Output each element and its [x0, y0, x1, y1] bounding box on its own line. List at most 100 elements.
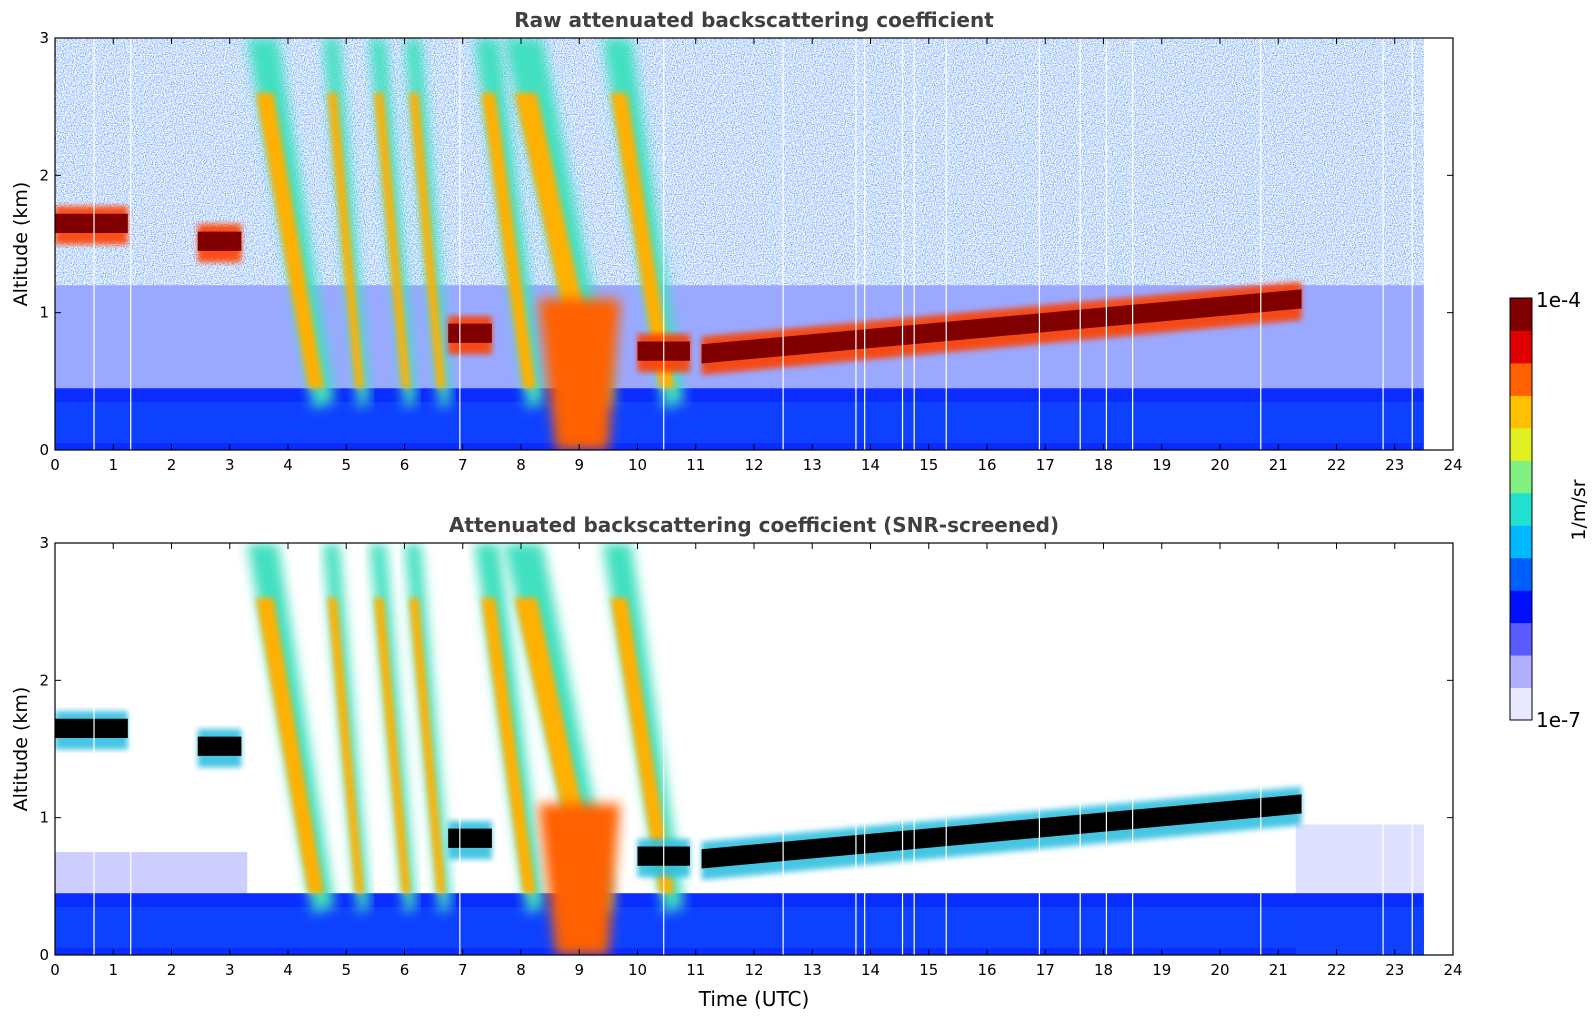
x-tick-label: 4 — [283, 456, 293, 474]
fall-streak-core — [255, 597, 325, 894]
x-tick-label: 18 — [1094, 456, 1113, 474]
x-tick-label: 15 — [919, 456, 938, 474]
x-tick-label: 22 — [1327, 456, 1346, 474]
x-tick-label: 16 — [977, 456, 996, 474]
x-tick-label: 1 — [108, 961, 118, 979]
x-tick-label: 17 — [1036, 961, 1055, 979]
boundary-layer-core — [55, 906, 1424, 949]
x-tick-label: 7 — [458, 456, 468, 474]
cloud-layer — [701, 794, 1302, 869]
colorbar-scale — [1510, 298, 1532, 721]
x-tick-label: 9 — [574, 961, 584, 979]
x-tick-label: 8 — [516, 456, 526, 474]
x-tick-label: 3 — [225, 456, 235, 474]
cloud-layer — [448, 828, 492, 848]
x-tick-label: 13 — [803, 961, 822, 979]
x-tick-label: 9 — [574, 456, 584, 474]
colorbar-min-label: 1e-7 — [1536, 708, 1581, 732]
x-tick-label: 24 — [1443, 961, 1462, 979]
colorbar-band — [1510, 298, 1532, 331]
colorbar-band — [1510, 590, 1532, 624]
x-tick-label: 2 — [167, 961, 177, 979]
y-tick-label: 2 — [39, 671, 49, 689]
x-tick-label: 16 — [977, 961, 996, 979]
x-tick-label: 19 — [1152, 961, 1171, 979]
boundary-layer-core — [55, 401, 1424, 444]
x-tick-label: 5 — [341, 456, 351, 474]
colorbar-band — [1510, 655, 1532, 689]
bottom-x-axis: 0 1 2 3 4 5 6 7 8 9 10 11 12 13 14 15 16 17 18 19 20 21 22 23 24 — [50, 543, 1463, 979]
x-tick-label: 2 — [167, 456, 177, 474]
x-tick-label: 4 — [283, 961, 293, 979]
top-chart-title: Raw attenuated backscattering coefficien… — [514, 8, 994, 32]
rain-shaft — [538, 298, 621, 450]
x-tick-label: 5 — [341, 961, 351, 979]
x-tick-label: 24 — [1443, 456, 1462, 474]
bottom-heatmap — [55, 543, 1424, 955]
bottom-panel: Attenuated backscattering coefficient (S… — [10, 513, 1463, 1011]
y-tick-label: 0 — [39, 946, 49, 964]
colorbar-frame — [1509, 297, 1533, 721]
fall-streak-core — [481, 597, 536, 894]
x-tick-label: 6 — [400, 961, 410, 979]
x-tick-label: 12 — [744, 456, 763, 474]
y-tick-label: 1 — [39, 304, 49, 322]
cloud-layer — [701, 289, 1302, 364]
top-x-axis: 0 1 2 3 4 5 6 7 8 9 10 11 12 13 14 15 16 17 18 19 20 21 22 23 24 — [50, 38, 1463, 474]
fall-streak-core — [409, 597, 446, 894]
fall-streak-core — [610, 92, 675, 389]
x-tick-label: 11 — [686, 961, 705, 979]
x-tick-label: 20 — [1210, 456, 1229, 474]
x-tick-label: 21 — [1269, 961, 1288, 979]
fall-streak-core — [374, 92, 411, 389]
colorbar-band — [1510, 460, 1532, 494]
weak-aerosol-layer — [55, 852, 248, 894]
x-tick-label: 3 — [225, 961, 235, 979]
bottom-y-axis: 0 1 2 3 — [39, 534, 1453, 964]
y-tick-label: 0 — [39, 441, 49, 459]
colorbar-band — [1510, 362, 1532, 396]
x-tick-label: 15 — [919, 961, 938, 979]
x-tick-label: 14 — [861, 961, 880, 979]
x-tick-label: 22 — [1327, 961, 1346, 979]
x-tick-label: 10 — [628, 961, 647, 979]
x-tick-label: 0 — [50, 456, 60, 474]
fall-streak-core — [327, 92, 364, 389]
y-tick-label: 1 — [39, 809, 49, 827]
x-tick-label: 11 — [686, 456, 705, 474]
x-tick-label: 19 — [1152, 456, 1171, 474]
bottom-x-label: Time (UTC) — [698, 987, 810, 1011]
colorbar: 1e-4 1e-7 1/m/sr — [1509, 288, 1590, 732]
colorbar-band — [1510, 622, 1532, 656]
colorbar-band — [1510, 525, 1532, 559]
x-tick-label: 0 — [50, 961, 60, 979]
x-tick-label: 21 — [1269, 456, 1288, 474]
cloud-layer — [197, 231, 242, 251]
fall-streak-core — [481, 92, 536, 389]
top-heatmap — [55, 38, 1424, 450]
cloud-layer — [448, 323, 492, 343]
x-tick-label: 23 — [1385, 961, 1404, 979]
top-y-axis: 0 1 2 3 — [39, 29, 1453, 459]
fall-streak-core — [255, 92, 325, 389]
colorbar-max-label: 1e-4 — [1536, 288, 1581, 312]
y-tick-label: 2 — [39, 166, 49, 184]
x-tick-label: 20 — [1210, 961, 1229, 979]
colorbar-band — [1510, 395, 1532, 429]
x-tick-label: 8 — [516, 961, 526, 979]
boundary-layer-evening — [1295, 920, 1424, 955]
x-tick-label: 7 — [458, 961, 468, 979]
colorbar-band — [1510, 557, 1532, 591]
x-tick-label: 1 — [108, 456, 118, 474]
x-tick-label: 18 — [1094, 961, 1113, 979]
colorbar-band — [1510, 687, 1532, 721]
colorbar-band — [1510, 427, 1532, 461]
x-tick-label: 23 — [1385, 456, 1404, 474]
x-tick-label: 6 — [400, 456, 410, 474]
y-tick-label: 3 — [39, 29, 49, 47]
fall-streak-core — [610, 597, 675, 894]
x-tick-label: 13 — [803, 456, 822, 474]
top-y-label: Altitude (km) — [10, 182, 32, 307]
x-tick-label: 10 — [628, 456, 647, 474]
